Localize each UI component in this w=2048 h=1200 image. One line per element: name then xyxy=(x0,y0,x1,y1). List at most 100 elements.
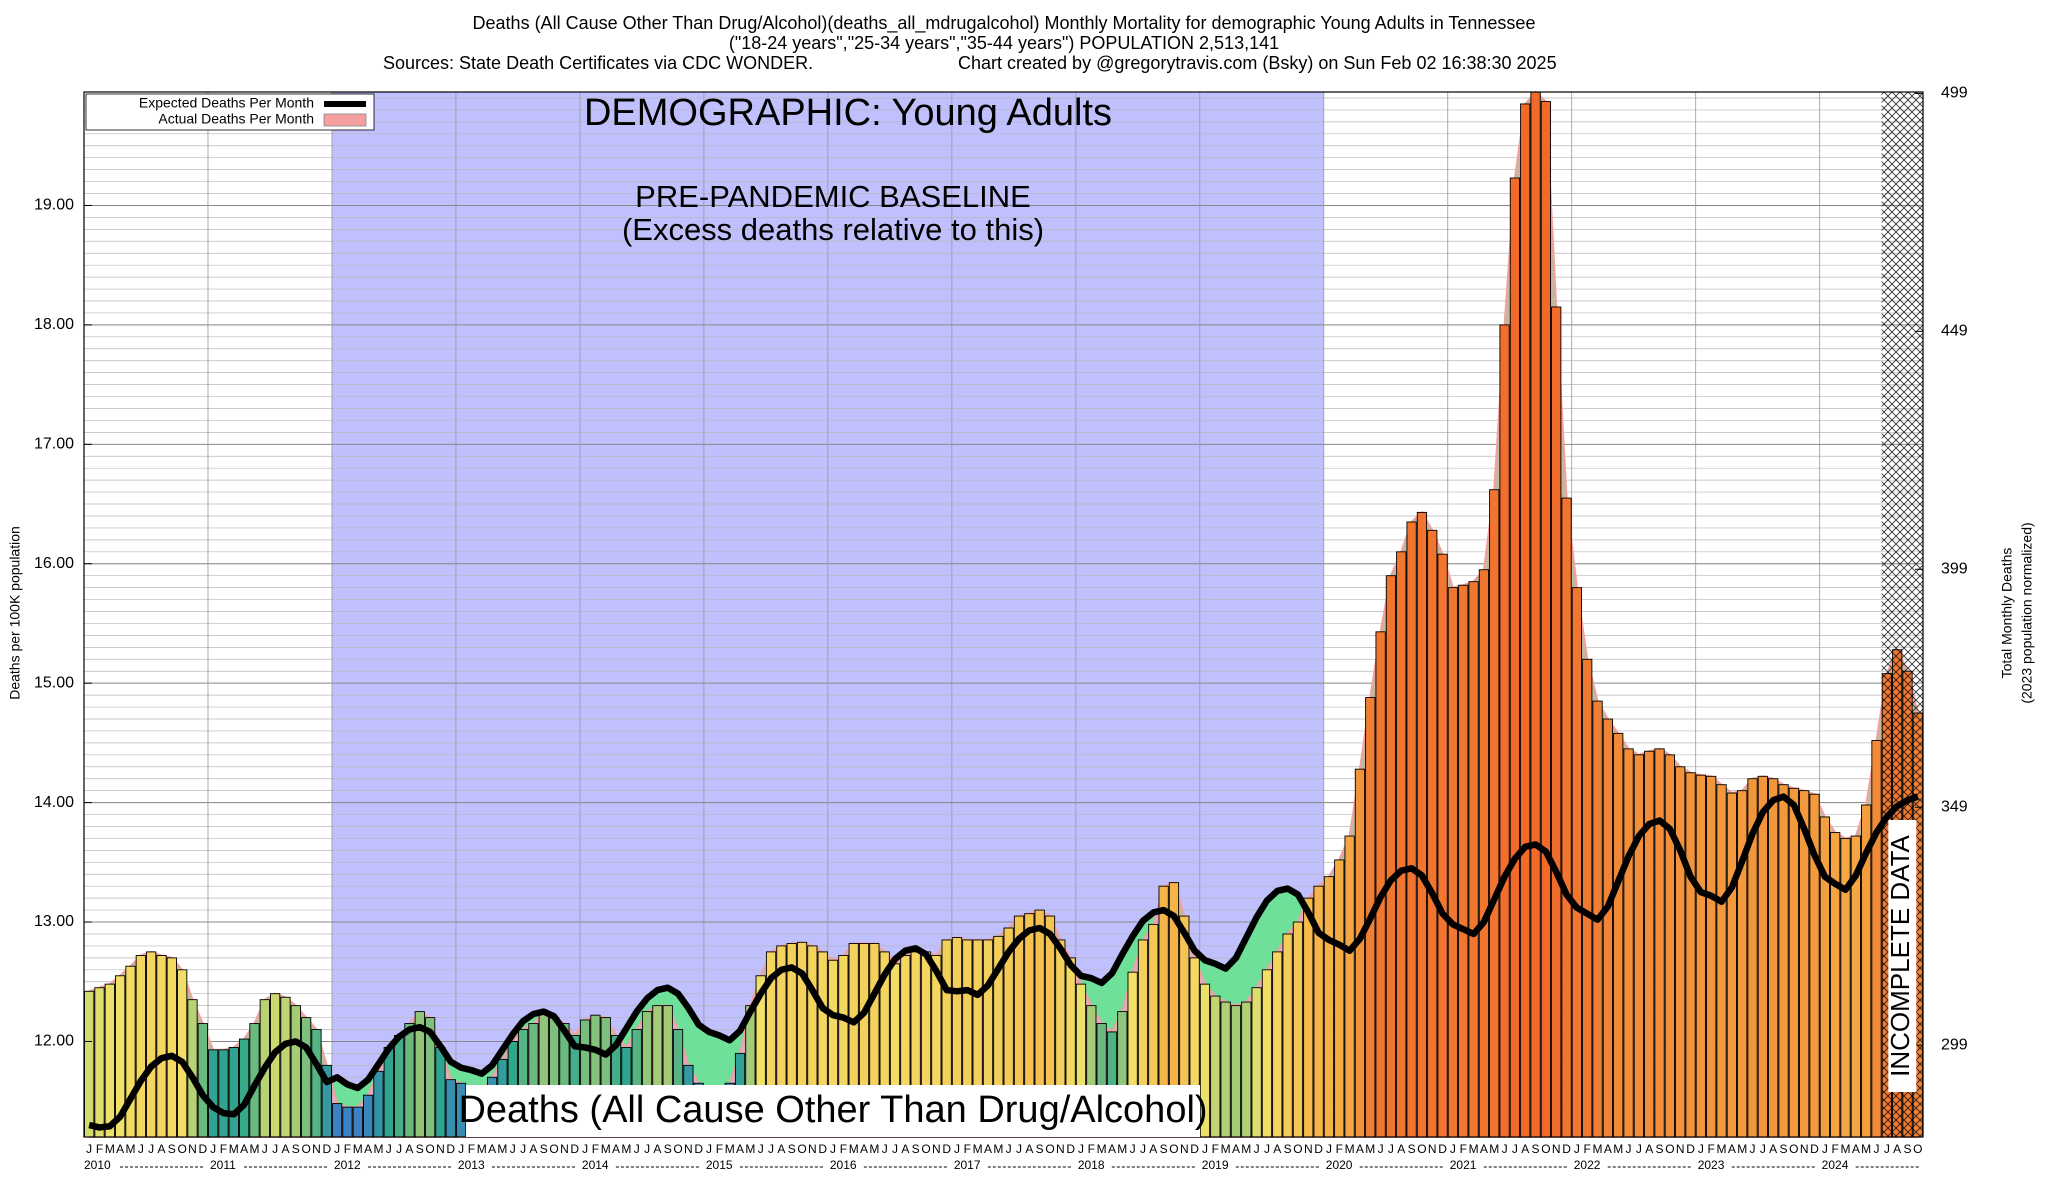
credit: Chart created by @gregorytravis.com (Bsk… xyxy=(958,53,1557,73)
x-tick-label: J xyxy=(1450,1142,1456,1156)
x-tick-label: A xyxy=(860,1142,868,1156)
year-label: 2022 xyxy=(1574,1158,1601,1172)
x-tick-label: D xyxy=(1066,1142,1075,1156)
y-tick-label: 18.00 xyxy=(34,316,74,333)
x-tick-label: M xyxy=(849,1142,859,1156)
x-tick-label: M xyxy=(1365,1142,1375,1156)
bar xyxy=(1334,859,1345,1138)
bar xyxy=(404,1023,415,1138)
x-tick-label: N xyxy=(1800,1142,1809,1156)
bar xyxy=(352,1106,363,1138)
bar xyxy=(1427,529,1438,1138)
x-tick-label: F xyxy=(96,1142,103,1156)
bar xyxy=(1499,324,1510,1138)
y-tick-label: 17.00 xyxy=(34,436,74,453)
x-tick-label: J xyxy=(706,1142,712,1156)
bar xyxy=(1375,631,1386,1138)
x-tick-label: M xyxy=(373,1142,383,1156)
year-label: 2021 xyxy=(1450,1158,1477,1172)
x-tick-label: J xyxy=(1078,1142,1084,1156)
bar xyxy=(1489,489,1500,1138)
x-tick-label: O xyxy=(177,1142,186,1156)
x-tick-label: M xyxy=(1841,1142,1851,1156)
y-tick-label: 15.00 xyxy=(34,674,74,691)
bar xyxy=(1220,1001,1231,1138)
x-tick-label: D xyxy=(1190,1142,1199,1156)
bar xyxy=(1664,754,1675,1138)
sources: Sources: State Death Certificates via CD… xyxy=(383,53,813,73)
x-tick-label: J xyxy=(148,1142,154,1156)
bar xyxy=(84,990,95,1138)
bar xyxy=(1695,774,1706,1138)
bar xyxy=(1323,876,1335,1138)
x-tick-label: D xyxy=(322,1142,331,1156)
annotation: INCOMPLETE DATA xyxy=(1885,834,1915,1076)
x-tick-label: M xyxy=(249,1142,259,1156)
bar xyxy=(290,1005,301,1138)
expected-line xyxy=(88,793,1919,1131)
x-tick-label: M xyxy=(1861,1142,1871,1156)
x-tick-label: S xyxy=(416,1142,424,1156)
bar xyxy=(1406,521,1417,1138)
x-tick-label: D xyxy=(1438,1142,1447,1156)
x-tick-label: M xyxy=(1593,1142,1603,1156)
bar xyxy=(177,969,188,1138)
x-tick-label: N xyxy=(560,1142,569,1156)
x-tick-label: O xyxy=(1417,1142,1426,1156)
x-tick-label: J xyxy=(138,1142,144,1156)
y-tick-label: 13.00 xyxy=(34,913,74,930)
bar xyxy=(393,1035,405,1138)
annotation: Deaths (All Cause Other Than Drug/Alcoho… xyxy=(458,1089,1207,1131)
bar xyxy=(1303,897,1314,1138)
bar xyxy=(94,987,105,1138)
annotation-box xyxy=(1888,820,1917,1092)
x-tick-label: S xyxy=(1408,1142,1416,1156)
x-tick-label: J xyxy=(634,1142,640,1156)
bar xyxy=(1241,1001,1252,1138)
x-tick-label: A xyxy=(529,1142,537,1156)
x-tick-label: J xyxy=(510,1142,516,1156)
x-tick-label: M xyxy=(725,1142,735,1156)
x-tick-label: M xyxy=(1717,1142,1727,1156)
bar xyxy=(1551,306,1562,1138)
x-tick-label: N xyxy=(312,1142,321,1156)
x-tick-label: M xyxy=(1345,1142,1355,1156)
x-tick-label: A xyxy=(653,1142,661,1156)
x-tick-label: M xyxy=(229,1142,239,1156)
bar xyxy=(1675,766,1686,1138)
bar xyxy=(1282,933,1293,1138)
x-tick-label: A xyxy=(1025,1142,1033,1156)
x-tick-label: J xyxy=(1378,1142,1384,1156)
x-tick-label: N xyxy=(1056,1142,1065,1156)
chart-title: Deaths (All Cause Other Than Drug/Alcoho… xyxy=(473,13,1536,34)
x-tick-label: M xyxy=(125,1142,135,1156)
bar xyxy=(1354,768,1366,1138)
x-tick-label: M xyxy=(993,1142,1003,1156)
x-tick-label: S xyxy=(1780,1142,1788,1156)
x-tick-label: J xyxy=(1006,1142,1012,1156)
x-tick-label: J xyxy=(644,1142,650,1156)
x-tick-label: F xyxy=(1584,1142,1591,1156)
x-tick-label: N xyxy=(808,1142,817,1156)
bar xyxy=(1447,587,1459,1138)
x-tick-label: F xyxy=(716,1142,723,1156)
x-tick-label: F xyxy=(1832,1142,1839,1156)
x-tick-label: S xyxy=(664,1142,672,1156)
x-tick-label: O xyxy=(797,1142,806,1156)
y2-axis-label: Total Monthly Deaths xyxy=(1999,548,2015,679)
bar xyxy=(311,1029,322,1138)
x-tick-label: D xyxy=(1810,1142,1819,1156)
x-tick-label: J xyxy=(520,1142,526,1156)
x-tick-label: J xyxy=(1760,1142,1766,1156)
bar xyxy=(383,1046,394,1138)
x-tick-label: A xyxy=(1769,1142,1777,1156)
x-tick-label: O xyxy=(301,1142,310,1156)
x-tick-label: F xyxy=(840,1142,847,1156)
x-tick-label: S xyxy=(292,1142,300,1156)
bar xyxy=(332,1103,343,1138)
bar xyxy=(1561,497,1572,1138)
bar xyxy=(373,1070,384,1138)
year-label: 2024 xyxy=(1822,1158,1849,1172)
